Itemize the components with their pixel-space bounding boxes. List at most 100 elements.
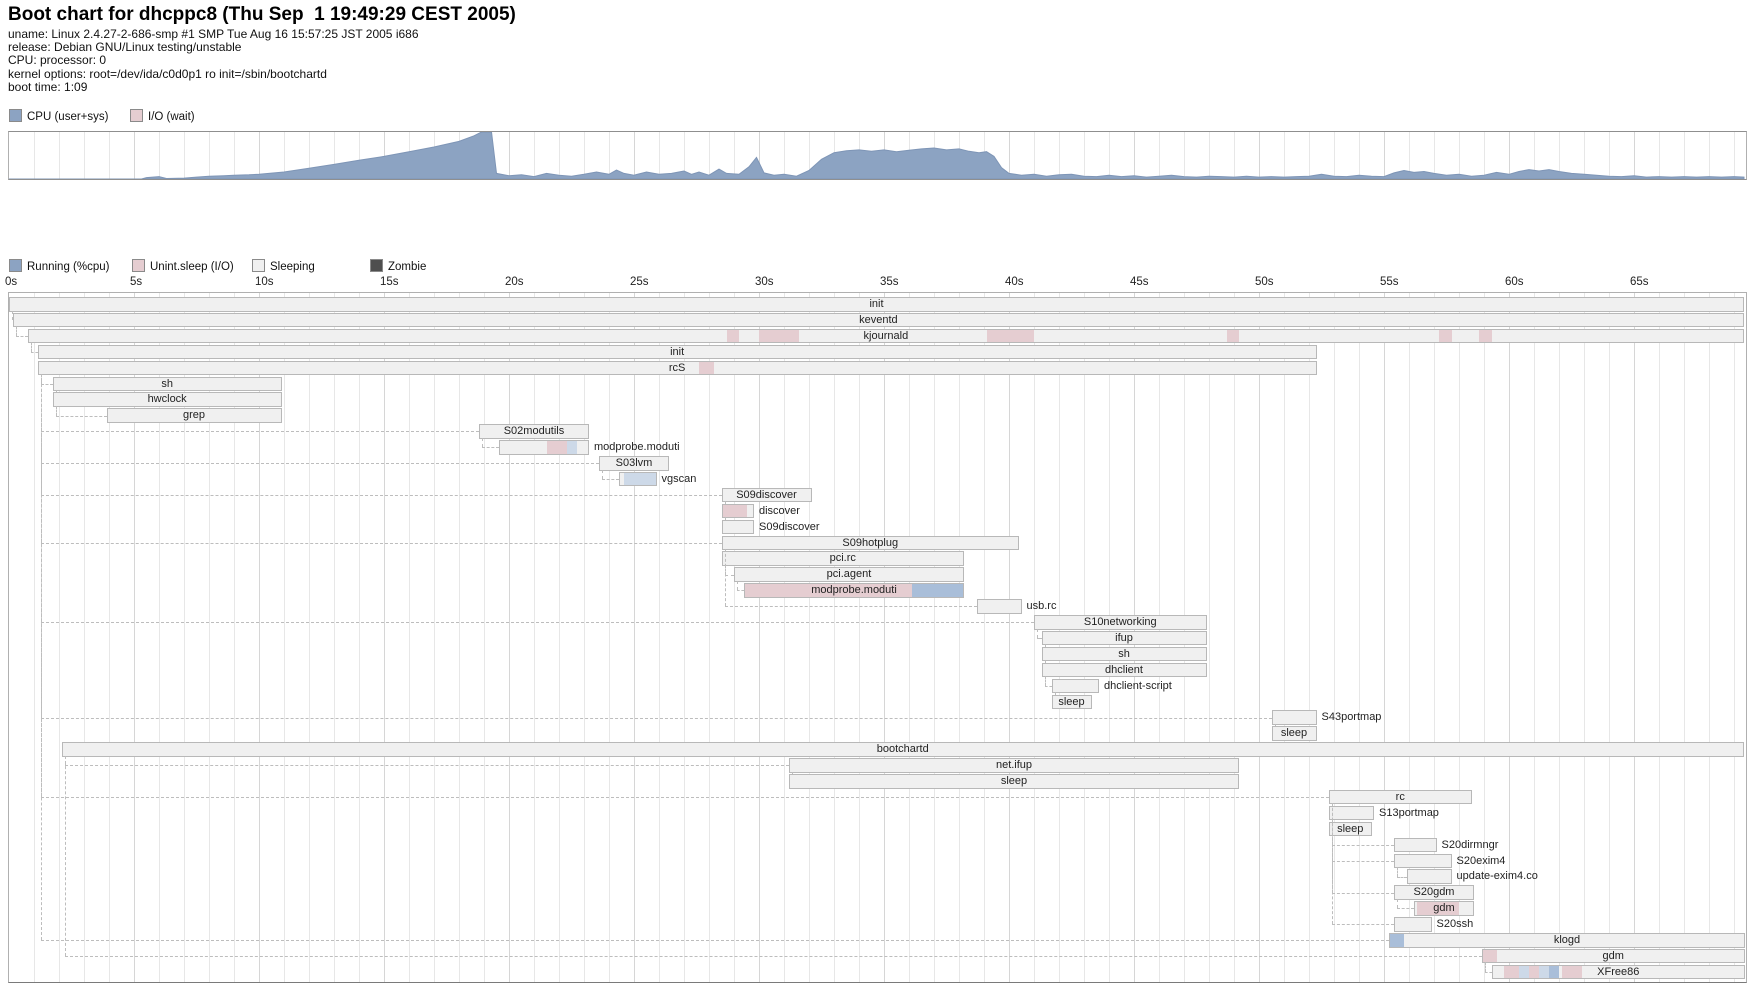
gridline bbox=[1459, 132, 1460, 179]
gridline bbox=[1284, 132, 1285, 179]
gridline bbox=[534, 132, 535, 179]
tree-connector-horizontal bbox=[1332, 844, 1394, 846]
gridline bbox=[409, 293, 410, 982]
gridline bbox=[1309, 132, 1310, 179]
process-label: discover bbox=[759, 504, 800, 517]
tree-connector-horizontal bbox=[1044, 685, 1052, 687]
gridline bbox=[1559, 132, 1560, 179]
axis-tick-label: 35s bbox=[880, 276, 899, 288]
process-state-segment-runl bbox=[624, 472, 656, 486]
cpu-usage-chart bbox=[8, 131, 1747, 180]
tree-connector-vertical bbox=[12, 310, 13, 321]
process-label: net.ifup bbox=[995, 759, 1033, 772]
gridline bbox=[1584, 132, 1585, 179]
gridline bbox=[1359, 293, 1360, 982]
process-label: update-exim4.co bbox=[1456, 870, 1538, 883]
process-label: XFree86 bbox=[1597, 965, 1640, 978]
process-label: keventd bbox=[859, 313, 898, 326]
tree-connector-horizontal bbox=[64, 956, 1482, 958]
legend-swatch-icon bbox=[132, 259, 145, 272]
gridline bbox=[1734, 132, 1735, 179]
gridline bbox=[909, 293, 910, 982]
axis-tick-label: 0s bbox=[5, 276, 18, 288]
axis-tick-label: 45s bbox=[1130, 276, 1149, 288]
gridline bbox=[584, 132, 585, 179]
process-label: kjournald bbox=[863, 329, 909, 342]
info-line: CPU: processor: 0 bbox=[8, 53, 107, 68]
process-bar bbox=[1394, 837, 1437, 853]
gridline bbox=[1384, 132, 1385, 179]
gridline bbox=[784, 293, 785, 982]
gridline bbox=[1609, 132, 1610, 179]
gridline bbox=[309, 132, 310, 179]
process-label: rc bbox=[1395, 790, 1405, 803]
gridline bbox=[1559, 293, 1560, 982]
process-label: ifup bbox=[1115, 631, 1133, 644]
gridline bbox=[1609, 293, 1610, 982]
legend-item: I/O (wait) bbox=[130, 109, 195, 123]
gridline bbox=[659, 132, 660, 179]
time-axis: 0s 5s 10s 15s 20s 25s 30s 35s 40s 45s 50s 55s 60s 65s bbox=[5, 276, 1750, 291]
tree-connector-vertical bbox=[1037, 628, 1038, 639]
process-state-segment-io bbox=[1504, 965, 1519, 979]
gridline bbox=[284, 132, 285, 179]
process-state-segment-run bbox=[1549, 965, 1559, 979]
gridline bbox=[284, 293, 285, 982]
process-bar bbox=[1491, 964, 1745, 980]
gridline bbox=[1484, 132, 1485, 179]
gridline bbox=[509, 293, 510, 982]
process-bar bbox=[721, 487, 812, 503]
tree-connector-horizontal bbox=[40, 797, 1329, 799]
process-bar bbox=[721, 503, 754, 519]
tree-connector-vertical bbox=[15, 326, 17, 337]
process-bar bbox=[1394, 885, 1474, 900]
tree-connector-horizontal bbox=[40, 717, 1272, 719]
gridline bbox=[1334, 293, 1335, 982]
process-label: klogd bbox=[1553, 934, 1581, 946]
gridline bbox=[259, 293, 260, 982]
gridline bbox=[1734, 293, 1735, 982]
legend-label: CPU (user+sys) bbox=[27, 111, 109, 123]
tree-connector-horizontal bbox=[40, 542, 722, 544]
gridline bbox=[59, 132, 60, 179]
gridline bbox=[359, 132, 360, 179]
tree-connector-horizontal bbox=[40, 940, 1389, 942]
gridline bbox=[1434, 132, 1435, 179]
process-label: S03lvm bbox=[615, 457, 653, 469]
gridline bbox=[934, 293, 935, 982]
process-label: sleep bbox=[1337, 822, 1364, 835]
process-label: S20gdm bbox=[1413, 886, 1455, 899]
process-state-segment-io bbox=[726, 329, 739, 343]
gridline bbox=[1684, 132, 1685, 179]
gridline bbox=[784, 132, 785, 179]
gridline bbox=[1009, 293, 1010, 982]
gridline bbox=[134, 293, 135, 982]
gridline bbox=[1409, 132, 1410, 179]
process-label: sh bbox=[161, 377, 173, 390]
gridline bbox=[34, 132, 35, 179]
legend-item: Unint.sleep (I/O) bbox=[132, 259, 234, 273]
gridline bbox=[834, 293, 835, 982]
tree-connector-horizontal bbox=[724, 606, 977, 608]
gridline bbox=[709, 132, 710, 179]
gridline bbox=[1109, 132, 1110, 179]
process-bar bbox=[789, 758, 1239, 773]
legend-item: CPU (user+sys) bbox=[9, 109, 109, 123]
info-line: boot time: 1:09 bbox=[8, 79, 88, 94]
process-bar bbox=[12, 312, 1744, 328]
gridline bbox=[59, 293, 60, 982]
process-label: gdm bbox=[1602, 949, 1624, 962]
gridline bbox=[1409, 293, 1410, 982]
process-state-segment-runl bbox=[566, 441, 577, 454]
gridline bbox=[559, 132, 560, 179]
gridline bbox=[259, 132, 260, 179]
process-label: sh bbox=[1118, 647, 1130, 660]
process-bar bbox=[744, 583, 964, 598]
gridline bbox=[1709, 132, 1710, 179]
process-state-segment-io bbox=[1439, 329, 1452, 343]
legend-swatch-icon bbox=[370, 259, 383, 272]
axis-tick-label: 40s bbox=[1005, 276, 1024, 288]
process-label: S43portmap bbox=[1321, 711, 1382, 724]
process-state-segment-io bbox=[1529, 965, 1539, 979]
